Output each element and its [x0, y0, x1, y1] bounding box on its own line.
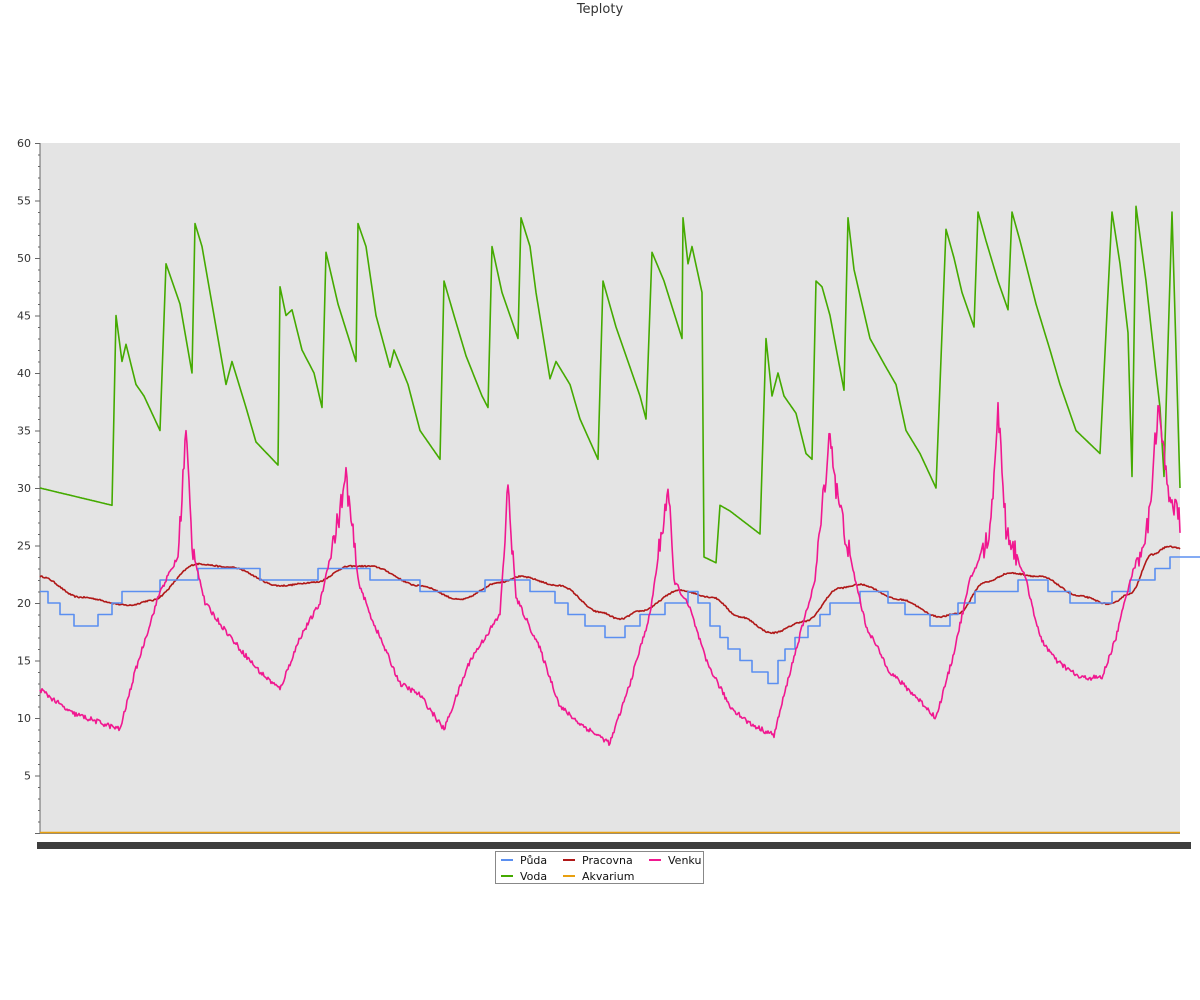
y-tick-label: 35 — [17, 425, 31, 438]
y-tick-label: 50 — [17, 252, 31, 265]
series-venku — [39, 401, 1181, 746]
y-tick-label: 60 — [17, 137, 31, 150]
legend-item: Půda — [501, 854, 547, 867]
legend-item: Voda — [501, 870, 547, 883]
y-tick-label: 30 — [17, 482, 31, 495]
series-layer — [39, 205, 1200, 834]
y-tick-label: 25 — [17, 540, 31, 553]
series-line — [40, 556, 1200, 685]
y-axis: 5 10 15 20 25 30 35 40 45 50 55 60 — [17, 137, 41, 834]
y-tick-label: 55 — [17, 195, 31, 208]
legend-label: Voda — [520, 870, 548, 883]
y-tick-label: 20 — [17, 597, 31, 610]
plot-background — [40, 143, 1180, 833]
legend-swatch — [563, 859, 575, 861]
legend-item: Pracovna — [563, 854, 633, 867]
series-line — [39, 205, 1181, 564]
y-tick-label: 40 — [17, 367, 31, 380]
y-tick-label: 15 — [17, 655, 31, 668]
legend-swatch — [501, 875, 513, 877]
series-voda — [39, 205, 1181, 564]
legend-label: Akvarium — [582, 870, 635, 883]
legend-item: Akvarium — [563, 870, 634, 883]
legend-swatch — [501, 859, 513, 861]
x-axis — [37, 833, 1191, 849]
legend-swatch — [563, 875, 575, 877]
legend-item: Venku — [649, 854, 701, 867]
legend-label: Půda — [520, 854, 548, 867]
y-tick-label: 5 — [24, 770, 31, 783]
legend-label: Pracovna — [582, 854, 633, 867]
series-line — [39, 545, 1181, 635]
series-line — [39, 401, 1181, 746]
legend: Půda Voda Pracovna Akvarium Venku — [495, 851, 704, 884]
y-tick-label: 10 — [17, 712, 31, 725]
y-tick-label: 45 — [17, 310, 31, 323]
x-tick-labels-band — [37, 842, 1191, 849]
legend-label: Venku — [668, 854, 702, 867]
series-pracovna — [39, 545, 1181, 635]
series-p-da — [40, 556, 1200, 685]
legend-swatch — [649, 859, 661, 861]
chart-title: Teploty — [576, 2, 624, 17]
